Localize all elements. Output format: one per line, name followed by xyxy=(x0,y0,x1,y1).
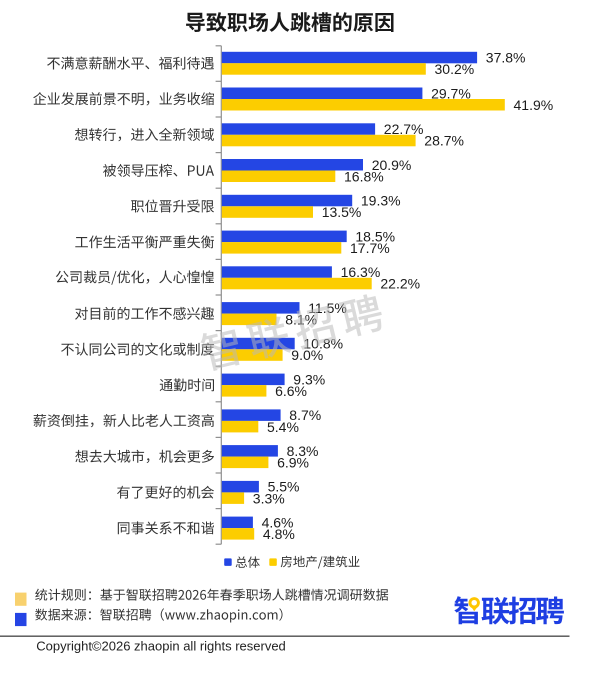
svg-text:4.6%: 4.6% xyxy=(262,514,294,530)
svg-text:18.5%: 18.5% xyxy=(355,228,395,244)
svg-text:3.3%: 3.3% xyxy=(253,490,285,506)
svg-text:5.5%: 5.5% xyxy=(268,479,300,495)
svg-text:29.7%: 29.7% xyxy=(431,85,471,101)
svg-text:8.3%: 8.3% xyxy=(287,443,319,459)
svg-text:37.8%: 37.8% xyxy=(486,50,526,66)
svg-text:22.7%: 22.7% xyxy=(384,121,424,137)
svg-text:4.8%: 4.8% xyxy=(263,526,295,542)
svg-text:Copyright©2026 zhaopin all rig: Copyright©2026 zhaopin all rights reserv… xyxy=(36,639,285,654)
svg-text:19.3%: 19.3% xyxy=(361,193,401,209)
svg-text:17.7%: 17.7% xyxy=(350,240,390,256)
svg-text:16.3%: 16.3% xyxy=(341,264,381,280)
svg-text:13.5%: 13.5% xyxy=(322,204,362,220)
svg-text:30.2%: 30.2% xyxy=(435,61,475,77)
svg-text:16.8%: 16.8% xyxy=(344,168,384,184)
svg-text:9.3%: 9.3% xyxy=(293,371,325,387)
svg-text:6.6%: 6.6% xyxy=(275,383,307,399)
svg-text:8.7%: 8.7% xyxy=(289,407,321,423)
svg-text:28.7%: 28.7% xyxy=(424,133,464,149)
svg-text:9.0%: 9.0% xyxy=(291,347,323,363)
svg-text:6.9%: 6.9% xyxy=(277,455,309,471)
svg-text:5.4%: 5.4% xyxy=(267,419,299,435)
svg-text:22.2%: 22.2% xyxy=(380,276,420,292)
svg-text:20.9%: 20.9% xyxy=(372,157,412,173)
svg-text:41.9%: 41.9% xyxy=(514,97,554,113)
